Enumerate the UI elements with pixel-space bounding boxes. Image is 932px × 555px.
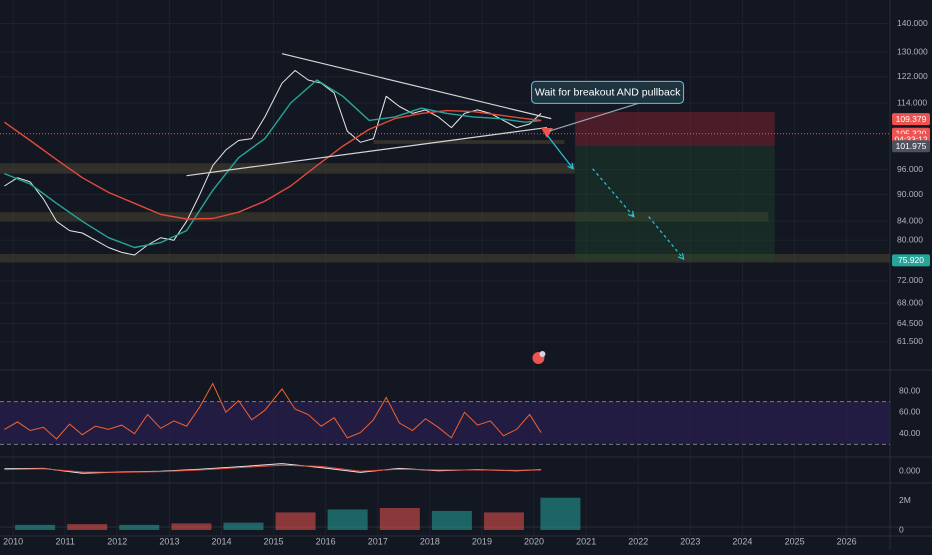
volume-bar bbox=[327, 509, 368, 530]
volume-bar bbox=[223, 522, 264, 530]
y-tick-label: 64.500 bbox=[897, 318, 923, 328]
x-tick-label: 2020 bbox=[524, 536, 544, 546]
x-tick-label: 2023 bbox=[680, 536, 700, 546]
series-price bbox=[4, 70, 542, 256]
event-icon-badge bbox=[539, 351, 546, 357]
volume-bar bbox=[171, 523, 212, 530]
take-profit-box[interactable] bbox=[575, 146, 775, 261]
osc-tick-label: 80.00 bbox=[899, 385, 921, 395]
x-tick-label: 2017 bbox=[368, 536, 388, 546]
volume-bar bbox=[431, 510, 472, 530]
volume-bar bbox=[119, 524, 160, 530]
volume-panel bbox=[15, 497, 581, 530]
stop-loss-box[interactable] bbox=[575, 111, 775, 147]
price-series bbox=[3, 70, 542, 256]
macd-line-2 bbox=[4, 464, 542, 473]
projection-arrow-3-head bbox=[677, 252, 685, 260]
projection-arrow-1[interactable] bbox=[546, 134, 574, 170]
x-tick-label: 2024 bbox=[732, 536, 752, 546]
y-tick-label: 140.000 bbox=[897, 18, 928, 28]
support-resistance-zones bbox=[0, 140, 890, 263]
price-label-text: 101.975 bbox=[896, 141, 927, 151]
x-tick-label: 2012 bbox=[107, 536, 127, 546]
oscillator-band bbox=[0, 401, 890, 445]
projection-arrow-2-head bbox=[628, 210, 635, 218]
series-moving-average-slow bbox=[3, 109, 542, 220]
x-tick-label: 2021 bbox=[576, 536, 596, 546]
upper-trendline[interactable] bbox=[281, 53, 552, 120]
x-tick-label: 2026 bbox=[837, 536, 857, 546]
y-tick-label: 90.000 bbox=[897, 189, 923, 199]
x-tick-label: 2016 bbox=[316, 536, 336, 546]
y-tick-label: 96.000 bbox=[897, 164, 923, 174]
macd-panel bbox=[4, 463, 542, 474]
projection-arrow-2[interactable] bbox=[592, 168, 635, 218]
sell-signal-marker[interactable] bbox=[540, 128, 553, 139]
y-tick-label: 130.000 bbox=[897, 46, 928, 56]
volume-bar bbox=[379, 508, 420, 530]
vol-tick-label: 2M bbox=[899, 495, 911, 505]
y-tick-label: 84.000 bbox=[897, 216, 923, 226]
vol-tick-label: 0 bbox=[899, 524, 904, 534]
callout-text: Wait for breakout AND pullback bbox=[535, 87, 681, 99]
callout-box[interactable] bbox=[531, 80, 685, 104]
volume-bar bbox=[275, 512, 316, 530]
y-tick-label: 114.000 bbox=[897, 97, 927, 107]
macd-tick-label: 0.000 bbox=[899, 465, 921, 475]
x-tick-label: 2011 bbox=[56, 536, 75, 546]
oscillator-panel bbox=[0, 382, 890, 445]
volume-bar bbox=[483, 512, 524, 530]
price-label-box bbox=[892, 113, 930, 126]
chart-axes: 2010 2011 2012 2013 2014 2015 2016 2017 2018 2019… bbox=[3, 18, 928, 547]
x-tick-label: 2019 bbox=[472, 536, 492, 546]
x-tick-label: 2025 bbox=[785, 536, 805, 546]
sr-zone-small bbox=[373, 140, 565, 144]
sr-zone bbox=[0, 163, 576, 174]
osc-tick-label: 40.00 bbox=[899, 428, 921, 438]
price-label-text: 105.320 bbox=[896, 128, 927, 138]
x-tick-label: 2013 bbox=[159, 536, 179, 546]
y-tick-label: 80.000 bbox=[897, 234, 923, 244]
x-tick-label: 2015 bbox=[264, 536, 284, 546]
volume-bar bbox=[540, 497, 581, 530]
callout-group: Wait for breakout AND pullback bbox=[531, 80, 685, 364]
lower-trendline[interactable] bbox=[186, 126, 548, 177]
volume-bar bbox=[15, 524, 56, 530]
y-tick-label: 68.000 bbox=[897, 297, 923, 307]
sr-zone bbox=[0, 212, 769, 222]
oscillator-line bbox=[4, 382, 542, 440]
trendline-drawings[interactable] bbox=[186, 53, 685, 260]
price-label-text: 75.920 bbox=[898, 255, 924, 265]
sr-zone bbox=[0, 253, 890, 263]
x-tick-label: 2010 bbox=[3, 536, 23, 546]
price-label-text: 109.379 bbox=[896, 114, 927, 124]
trade-position-boxes[interactable] bbox=[0, 111, 890, 261]
osc-tick-label: 60.00 bbox=[899, 407, 921, 417]
y-tick-label: 122.000 bbox=[897, 71, 928, 81]
price-label-box bbox=[892, 140, 930, 153]
callout-pointer bbox=[548, 101, 642, 132]
y-tick-label: 72.000 bbox=[897, 275, 923, 285]
volume-bar bbox=[67, 524, 108, 530]
projection-arrow-1-head bbox=[567, 162, 574, 170]
x-tick-label: 2022 bbox=[628, 536, 648, 546]
series-moving-average-fast bbox=[4, 79, 542, 249]
x-tick-label: 2014 bbox=[211, 536, 231, 546]
y-tick-label: 61.500 bbox=[897, 336, 923, 346]
price-label-box bbox=[892, 254, 930, 267]
x-tick-label: 2018 bbox=[420, 536, 440, 546]
price-label-text: 04:33:12 bbox=[894, 135, 927, 145]
